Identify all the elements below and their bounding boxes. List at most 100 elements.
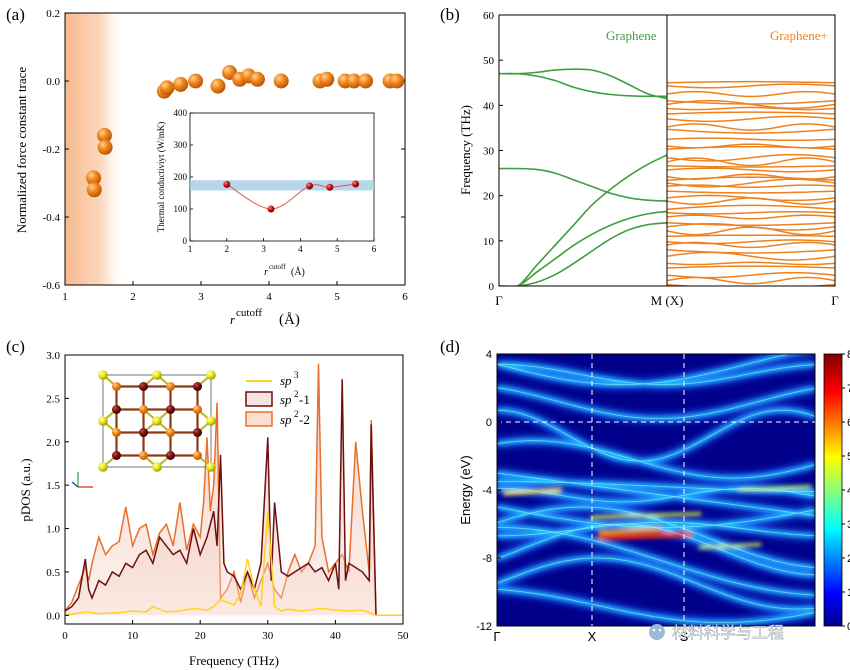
band-core — [497, 506, 815, 568]
b-ytick-label: 10 — [483, 236, 495, 248]
a-data-point — [188, 73, 204, 89]
graphene-band — [499, 210, 668, 286]
colorbar-tick-label: 7 — [847, 383, 850, 395]
panel-c: (c) 0.0 0.5 1.0 1.5 2.0 2.5 3.0 0 10 20 30 40 50 pD… — [6, 337, 409, 668]
inset-xtick-label: 3 — [261, 244, 266, 254]
sp3-atom — [206, 416, 216, 426]
a-data-point — [86, 170, 102, 186]
a-xtick-label: 1 — [62, 291, 68, 303]
graphene-band — [499, 167, 668, 202]
a-xtick-label: 5 — [334, 291, 340, 303]
svg-text:sp: sp — [280, 373, 292, 388]
graphene-plus-band — [666, 204, 835, 210]
sp2-1-atom — [166, 405, 175, 414]
panel-label-b: (b) — [440, 5, 460, 24]
c-ytick-label: 2.0 — [46, 437, 60, 449]
high-intensity-segment — [597, 531, 693, 541]
colorbar-tick-label: 3 — [847, 519, 850, 531]
sp2-1-atom — [139, 428, 148, 437]
sp2-1-atom — [112, 405, 121, 414]
inset-ytick-label: 300 — [174, 140, 188, 150]
svg-text:cutoff: cutoff — [236, 307, 262, 319]
a-data-point — [173, 76, 189, 92]
graphene-band — [499, 68, 668, 100]
panel-label-c: (c) — [6, 337, 25, 356]
sp3-atom — [98, 462, 108, 472]
sp2-1-atom — [112, 451, 121, 460]
crystal-structure-inset — [98, 370, 216, 472]
b-xtick-m: M (X) — [651, 293, 684, 308]
a-data-point — [97, 139, 113, 155]
a-xtick-label: 3 — [198, 291, 204, 303]
legend-label-sp3: sp 3 — [280, 370, 299, 388]
graphene-plus-band — [666, 167, 835, 173]
c-x-ticks: 0 10 20 30 40 50 — [62, 620, 409, 642]
c-xtick-label: 20 — [195, 630, 207, 642]
c-ytick-label: 3.0 — [46, 350, 60, 362]
sp2-2-atom — [139, 451, 148, 460]
c-xtick-label: 0 — [62, 630, 68, 642]
graphene-plus-label: Graphene+ — [770, 28, 828, 43]
graphene-plus-band — [666, 157, 835, 167]
a-data-points — [86, 65, 405, 198]
inset-ytick-label: 200 — [174, 172, 188, 182]
inset-xtick-label: 2 — [225, 244, 230, 254]
d-y-ticks: 4 0 -4 -8 -12 — [476, 349, 501, 633]
pdos-line-sp2-1 — [64, 379, 403, 617]
pdos-fill-sp2-1 — [65, 379, 403, 616]
inset-xtick-label: 1 — [188, 244, 193, 254]
a-ytick-label: -0.4 — [43, 212, 61, 224]
graphene-label: Graphene — [606, 28, 657, 43]
graphene-plus-bands — [666, 80, 835, 286]
graphene-bands — [499, 68, 668, 286]
legend-label-sp2-2: sp 2 -2 — [280, 409, 310, 427]
inset-x-ticks: 1 2 3 4 5 6 — [188, 238, 377, 254]
inset-highlight-band — [190, 180, 374, 191]
high-intensity-segment — [598, 527, 662, 535]
band-core — [497, 521, 815, 537]
b-ytick-label: 50 — [483, 55, 495, 67]
a-data-point — [249, 71, 265, 87]
svg-text:r: r — [230, 312, 236, 327]
svg-text:sp: sp — [280, 412, 292, 427]
band-core — [497, 354, 791, 385]
c-y-axis-label: pDOS (a.u.) — [18, 458, 33, 521]
b-ytick-label: 60 — [483, 10, 495, 22]
c-legend: sp 3 sp 2 -1 sp 2 -2 — [245, 370, 310, 427]
c-ytick-label: 1.0 — [46, 524, 60, 536]
high-intensity-segment — [503, 488, 562, 496]
inset-data-point — [223, 180, 231, 188]
legend-swatch-sp2-2 — [245, 411, 273, 427]
inset-y-axis-label: Thermal conductiviyt (W/mK) — [156, 122, 166, 232]
a-data-point — [159, 80, 175, 96]
svg-text:cutoff: cutoff — [269, 263, 286, 271]
inset-data-point — [352, 180, 360, 188]
c-ytick-label: 1.5 — [46, 480, 60, 492]
svg-text:-2: -2 — [299, 412, 310, 427]
sp2-2-atom — [166, 382, 175, 391]
d-y-axis-label: Energy (eV) — [458, 455, 473, 524]
a-ytick-label: 0.2 — [46, 8, 60, 20]
band-core — [497, 589, 815, 623]
d-ytick-label: 4 — [486, 349, 492, 361]
band-core — [497, 506, 815, 528]
sp3-atom — [152, 462, 162, 472]
b-y-axis-label: Frequency (THz) — [458, 105, 473, 195]
band-core — [497, 440, 815, 479]
sp3-atom — [152, 416, 162, 426]
inset-data-point — [267, 205, 275, 213]
graphene-plus-band — [666, 265, 835, 269]
a-xtick-label: 4 — [266, 291, 272, 303]
graphene-plus-band — [666, 241, 835, 249]
c-xtick-label: 10 — [127, 630, 139, 642]
a-data-point — [319, 71, 335, 87]
panel-label-a: (a) — [6, 5, 25, 24]
d-ytick-label: -8 — [482, 553, 492, 565]
inset-xtick-label: 6 — [372, 244, 377, 254]
graphene-band — [499, 221, 668, 286]
colorbar — [823, 353, 843, 627]
a-data-point — [358, 73, 374, 89]
graphene-plus-band — [666, 153, 835, 162]
graphene-plus-band — [666, 137, 835, 142]
